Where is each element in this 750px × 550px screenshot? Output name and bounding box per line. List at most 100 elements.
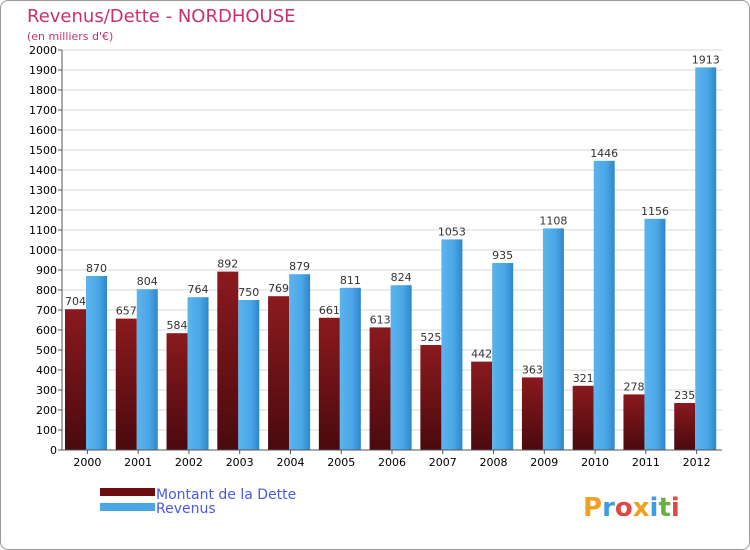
data-label: 870	[86, 262, 107, 275]
data-label: 1156	[641, 205, 669, 218]
bar-revenus	[238, 300, 260, 450]
logo-letter-r: r	[602, 493, 615, 523]
data-label: 442	[471, 348, 492, 361]
y-tick-label: 2000	[29, 44, 57, 57]
y-tick-label: 1000	[29, 244, 57, 257]
bar-revenus	[86, 276, 107, 450]
data-label: 661	[319, 304, 340, 317]
y-tick-label: 1400	[29, 164, 57, 177]
data-label: 769	[268, 282, 289, 295]
logo-letter-p: P	[583, 493, 602, 523]
bar-dette	[369, 327, 391, 450]
data-label: 892	[217, 258, 238, 271]
legend-swatch-revenus	[100, 503, 155, 511]
y-tick-label: 400	[36, 364, 57, 377]
bar-revenus	[492, 263, 514, 450]
y-tick-label: 1900	[29, 64, 57, 77]
data-label: 613	[370, 313, 391, 326]
bar-dette	[115, 318, 137, 450]
data-label: 764	[188, 283, 209, 296]
data-label: 363	[522, 363, 543, 376]
data-label: 1446	[590, 147, 618, 160]
proxiti-logo: Proxiti	[583, 493, 680, 523]
data-label: 278	[623, 380, 644, 393]
x-tick-label: 2012	[683, 456, 711, 469]
bar-revenus	[187, 297, 209, 450]
bar-dette	[572, 385, 594, 450]
y-tick-label: 1600	[29, 124, 57, 137]
y-tick-label: 600	[36, 324, 57, 337]
y-tick-label: 700	[36, 304, 57, 317]
y-tick-label: 1300	[29, 184, 57, 197]
legend-label-revenus: Revenus	[156, 501, 216, 517]
data-label: 657	[116, 305, 137, 318]
data-label: 750	[238, 286, 259, 299]
bars	[65, 67, 717, 451]
logo-letter-x: x	[633, 493, 650, 523]
data-label: 321	[573, 372, 594, 385]
y-axis-ticks: 0 100 200 300 400 500 600 700 800 900 1000 1100 1200…	[29, 44, 62, 457]
bar-revenus	[339, 287, 361, 450]
bar-revenus	[644, 218, 666, 450]
logo-letter-t: t	[658, 493, 670, 523]
x-tick-label: 2008	[480, 456, 508, 469]
legend-swatch-dette	[100, 488, 155, 496]
data-label: 879	[289, 260, 310, 273]
bar-dette	[623, 394, 645, 450]
x-tick-label: 2006	[378, 456, 406, 469]
legend-label-dette: Montant de la Dette	[156, 487, 296, 503]
y-tick-label: 1700	[29, 104, 57, 117]
data-label: 235	[674, 389, 695, 402]
bar-revenus	[441, 239, 463, 450]
legend: Montant de la Dette Revenus	[100, 487, 296, 517]
x-tick-label: 2000	[73, 456, 101, 469]
data-label: 804	[137, 275, 158, 288]
bar-revenus	[289, 274, 311, 450]
bar-dette	[521, 377, 543, 450]
bar-dette	[65, 309, 86, 450]
y-tick-label: 300	[36, 384, 57, 397]
y-tick-label: 900	[36, 264, 57, 277]
chart-title: Revenus/Dette - NORDHOUSE	[27, 6, 296, 27]
x-tick-label: 2004	[276, 456, 304, 469]
x-tick-label: 2003	[226, 456, 254, 469]
bar-revenus	[593, 160, 615, 451]
x-tick-label: 2002	[175, 456, 203, 469]
bar-dette	[318, 317, 340, 450]
y-tick-label: 0	[50, 444, 57, 457]
bar-revenus	[390, 285, 412, 450]
bar-dette	[217, 271, 239, 450]
bar-dette	[166, 333, 188, 450]
x-axis-ticks: 2000 2001 2002 2003 2004 2005 2006 2007 2008 2009…	[73, 450, 711, 469]
logo-letter-i2: i	[671, 493, 680, 523]
data-label: 1108	[539, 214, 567, 227]
y-tick-label: 100	[36, 424, 57, 437]
data-label: 1913	[692, 53, 720, 66]
axes	[61, 50, 722, 451]
bar-revenus	[695, 67, 717, 451]
x-tick-label: 2010	[581, 456, 609, 469]
y-tick-label: 500	[36, 344, 57, 357]
data-label: 704	[65, 295, 86, 308]
bar-dette	[420, 345, 442, 450]
logo-letter-o: o	[615, 493, 633, 523]
y-tick-label: 200	[36, 404, 57, 417]
x-tick-label: 2005	[327, 456, 355, 469]
y-tick-label: 1200	[29, 204, 57, 217]
x-tick-label: 2001	[124, 456, 152, 469]
bar-dette	[471, 361, 493, 450]
data-label: 811	[340, 274, 361, 287]
data-label: 935	[492, 249, 513, 262]
data-label: 824	[391, 271, 412, 284]
chart-subtitle: (en milliers d'€)	[27, 30, 113, 43]
y-tick-label: 800	[36, 284, 57, 297]
y-tick-label: 1100	[29, 224, 57, 237]
bar-revenus	[136, 289, 158, 450]
bar-revenus	[542, 228, 564, 450]
x-tick-label: 2007	[429, 456, 457, 469]
logo-letter-i: i	[650, 493, 659, 523]
y-tick-label: 1500	[29, 144, 57, 157]
